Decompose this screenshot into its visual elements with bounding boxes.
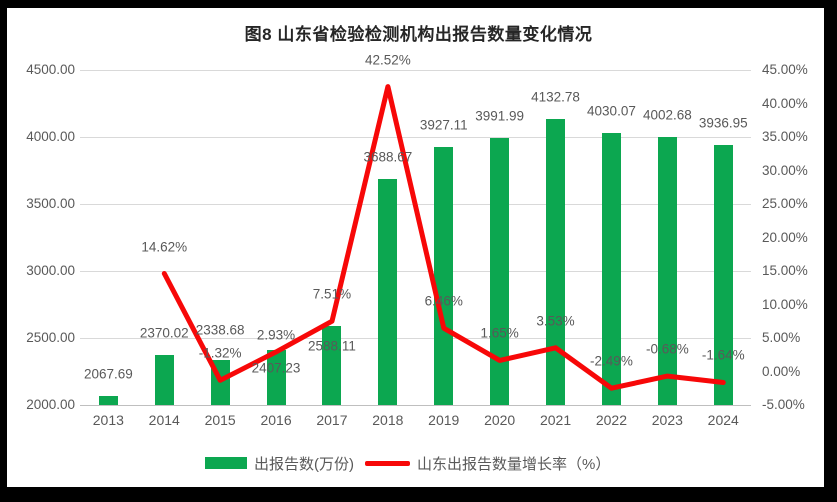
bar-value-label-2024: 3936.95 [698,115,748,131]
bar-2018 [378,178,398,405]
right-axis-tick: 35.00% [762,129,808,144]
rate-label-2022: -2.49% [590,353,633,369]
bar-value-label-2019: 3927.11 [419,117,468,133]
gridline-4000.00 [80,136,752,138]
bar-value-label-2023: 4002.68 [642,107,692,123]
x-axis-label-2024: 2024 [707,412,739,428]
gridline-4500.00 [80,69,752,71]
bar-series-label: 出报告数(万份) [254,455,354,473]
right-axis-tick: 30.00% [762,162,808,178]
bar-value-label-2014: 2370.02 [139,325,189,341]
bar-2016 [266,350,286,405]
rate-label-2024: -1.64% [701,347,745,363]
left-axis-tick: 3500.00 [26,196,75,211]
bar-value-label-2013: 2067.69 [83,366,133,382]
frame-border-left [0,0,7,502]
gridline-2000.00 [80,404,752,406]
right-axis-tick: 0.00% [762,363,801,379]
rate-label-2016: 2.93% [256,327,296,343]
left-axis-tick: 4000.00 [26,129,75,144]
bar-2013 [98,395,118,405]
bar-value-label-2022: 4030.07 [587,103,636,119]
right-axis-tick: 45.00% [762,62,808,77]
right-axis-tick: 20.00% [762,229,808,245]
x-axis-label-2020: 2020 [484,412,516,428]
rate-label-2020: 1.65% [480,325,519,341]
bar-value-label-2018: 3688.67 [363,149,413,165]
left-axis-tick: 2000.00 [26,397,75,412]
x-axis-label-2014: 2014 [148,412,180,428]
right-axis-tick: 15.00% [762,263,808,278]
left-axis-tick: 4500.00 [26,62,75,77]
bar-value-label-2016: 2407.23 [251,360,301,376]
bar-2021 [546,119,566,405]
gridline-2500.00 [80,337,752,339]
x-axis-label-2018: 2018 [372,412,404,428]
rate-label-2019: 6.46% [424,293,463,309]
left-axis-tick: 2500.00 [26,330,75,345]
frame-border-right [824,0,837,502]
bar-value-label-2020: 3991.99 [475,108,525,124]
right-axis-tick: 5.00% [762,330,801,345]
frame-border-bottom [0,487,837,502]
bar-series-swatch [205,457,247,469]
bar-2023 [657,136,677,405]
bar-2019 [434,146,454,405]
growth-rate-line [161,84,726,391]
chart-title: 图8 山东省检验检测机构出报告数量变化情况 [244,25,593,44]
bar-2017 [322,326,342,405]
bar-value-label-2017: 2588.11 [308,338,356,354]
x-axis-label-2021: 2021 [539,412,572,428]
rate-label-2017: 7.51% [312,286,352,302]
left-axis-tick: 3000.00 [26,263,75,278]
right-axis-tick: -5.00% [762,397,805,412]
bar-value-label-2021: 4132.78 [531,89,580,105]
frame-border-top [0,0,837,8]
bar-value-label-2015: 2338.68 [195,322,245,338]
legend: 出报告数(万份) 山东出报告数量增长率（%） [205,452,610,474]
right-axis-tick: 25.00% [762,196,808,211]
rate-label-2014: 14.62% [141,239,188,255]
x-axis-label-2019: 2019 [428,412,460,428]
x-axis-label-2017: 2017 [316,412,348,428]
right-axis-tick: 40.00% [762,95,808,111]
x-axis-label-2016: 2016 [260,412,292,428]
x-axis-label-2015: 2015 [204,412,236,428]
line-series-swatch [365,460,410,466]
x-axis-label-2022: 2022 [595,412,628,428]
bar-2024 [713,145,733,405]
bar-2014 [154,355,174,405]
gridline-3000.00 [80,270,752,272]
line-series-label: 山东出报告数量增长率（%） [417,455,611,473]
rate-label-2023: -0.68% [645,341,689,357]
rate-label-2015: -1.32% [198,345,242,361]
bar-2020 [490,138,510,405]
right-axis-tick: 10.00% [762,296,808,312]
rate-label-2021: 3.53% [536,313,575,329]
rate-label-2018: 42.52% [364,52,411,68]
x-axis-label-2013: 2013 [92,412,124,428]
bar-2022 [601,132,621,405]
x-axis-label-2023: 2023 [651,412,683,428]
